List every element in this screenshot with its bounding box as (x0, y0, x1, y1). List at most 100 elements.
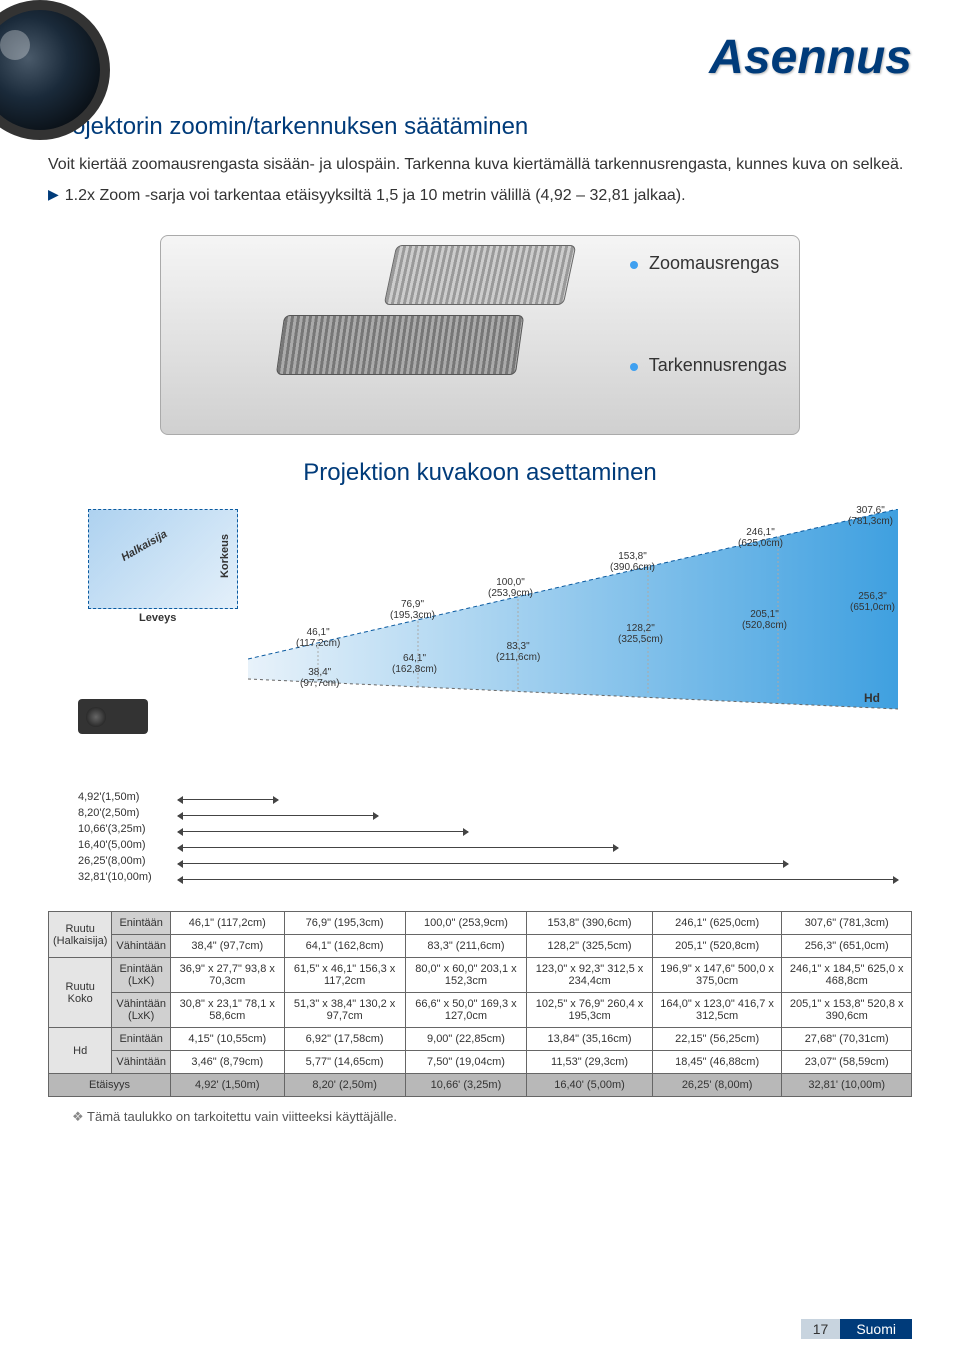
page-title: Asennus (48, 30, 912, 85)
row-group-header: RuutuKoko (49, 958, 112, 1028)
beam-top-0: 46,1"(117,2cm) (296, 627, 340, 649)
table-cell: 246,1" (625,0cm) (652, 912, 782, 935)
language-tab: Suomi (840, 1319, 912, 1339)
table-cell: 9,00" (22,85cm) (405, 1028, 527, 1051)
focus-ring-label: Tarkennusrengas (649, 355, 787, 375)
distance-label: 10,66'(3,25m) (78, 823, 146, 835)
table-row: RuutuKokoEnintään(LxK)36,9" x 27,7" 93,8… (49, 958, 912, 993)
row-sub-header: Enintään(LxK) (112, 958, 171, 993)
table-cell: 3,46" (8,79cm) (170, 1051, 284, 1074)
row-group-header: Hd (49, 1028, 112, 1074)
beam-top-2: 100,0"(253,9cm) (488, 577, 533, 599)
table-cell: 30,8" x 23,1" 78,1 x 58,6cm (170, 993, 284, 1028)
distance-label: 8,20'(2,50m) (78, 807, 139, 819)
table-cell: 102,5" x 76,9" 260,4 x 195,3cm (527, 993, 653, 1028)
distance-row: 32,81'(10,00m) (48, 871, 912, 887)
width-label: Leveys (139, 612, 176, 624)
beam-bot-0: 38,4"(97,7cm) (300, 667, 339, 689)
distance-arrow-line (178, 799, 278, 800)
table-cell: 205,1" (520,8cm) (652, 935, 782, 958)
table-cell: 26,25' (8,00m) (652, 1074, 782, 1097)
table-cell: 51,3" x 38,4" 130,2 x 97,7cm (284, 993, 405, 1028)
distance-arrow-line (178, 847, 618, 848)
note-text: 1.2x Zoom -sarja voi tarkentaa etäisyyks… (65, 184, 686, 207)
table-distance-row: Etäisyys4,92' (1,50m)8,20' (2,50m)10,66'… (49, 1074, 912, 1097)
distance-arrow-line (178, 831, 468, 832)
table-row: HdEnintään4,15" (10,55cm)6,92" (17,58cm)… (49, 1028, 912, 1051)
zoom-ring-callout: Zoomausrengas (630, 253, 779, 274)
table-cell: 5,77" (14,65cm) (284, 1051, 405, 1074)
beam-bot-4: 205,1"(520,8cm) (742, 609, 787, 631)
table-cell: 128,2" (325,5cm) (527, 935, 653, 958)
beam-top-4: 246,1"(625,0cm) (738, 527, 783, 549)
header-lens-graphic (0, 30, 140, 130)
beam-svg (248, 509, 898, 739)
note-arrow-icon: ▶ (48, 186, 59, 203)
distance-row: 8,20'(2,50m) (48, 807, 912, 823)
callout-dot-icon (630, 363, 638, 371)
table-cell: 13,84" (35,16cm) (527, 1028, 653, 1051)
table-cell: 8,20' (2,50m) (284, 1074, 405, 1097)
table-cell: 153,8" (390,6cm) (527, 912, 653, 935)
table-cell: 196,9" x 147,6" 500,0 x 375,0cm (652, 958, 782, 993)
zoom-ring-label: Zoomausrengas (649, 253, 779, 273)
table-cell: 6,92" (17,58cm) (284, 1028, 405, 1051)
distance-row: 4,92'(1,50m) (48, 791, 912, 807)
distance-row: 10,66'(3,25m) (48, 823, 912, 839)
table-cell: 307,6" (781,3cm) (782, 912, 912, 935)
beam-top-1: 76,9"(195,3cm) (390, 599, 435, 621)
distance-arrow-line (178, 815, 378, 816)
focus-ring-callout: Tarkennusrengas (630, 355, 787, 376)
table-cell: 256,3" (651,0cm) (782, 935, 912, 958)
distance-label: 16,40'(5,00m) (78, 839, 146, 851)
table-cell: 38,4" (97,7cm) (170, 935, 284, 958)
distance-lines: 4,92'(1,50m) 8,20'(2,50m) 10,66'(3,25m) 16,… (48, 791, 912, 901)
beam-bot-3: 128,2"(325,5cm) (618, 623, 663, 645)
diag-label: Halkaisija (119, 528, 169, 564)
beam-bot-1: 64,1"(162,8cm) (392, 653, 437, 675)
table-cell: 16,40' (5,00m) (527, 1074, 653, 1097)
zoom-note: ▶ 1.2x Zoom -sarja voi tarkentaa etäisyy… (48, 184, 912, 207)
intro-paragraph: Voit kiertää zoomausrengasta sisään- ja … (48, 153, 912, 176)
table-cell: 246,1" x 184,5" 625,0 x 468,8cm (782, 958, 912, 993)
distance-label: 32,81'(10,00m) (78, 871, 152, 883)
section-subtitle: Projektorin zoomin/tarkennuksen säätämin… (48, 113, 912, 141)
table-row: Vähintään38,4" (97,7cm)64,1" (162,8cm)83… (49, 935, 912, 958)
projection-data-table: Ruutu(Halkaisija)Enintään46,1" (117,2cm)… (48, 911, 912, 1097)
throw-distance-diagram: Halkaisija Korkeus Leveys 46,1"(117,2cm) (48, 499, 912, 779)
table-cell: 10,66' (3,25m) (405, 1074, 527, 1097)
table-cell: 64,1" (162,8cm) (284, 935, 405, 958)
table-cell: 164,0" x 123,0" 416,7 x 312,5cm (652, 993, 782, 1028)
table-cell: 123,0" x 92,3" 312,5 x 234,4cm (527, 958, 653, 993)
zoom-focus-diagram: Zoomausrengas Tarkennusrengas (160, 225, 800, 445)
table-row: Vähintään(LxK)30,8" x 23,1" 78,1 x 58,6c… (49, 993, 912, 1028)
table-cell: 18,45" (46,88cm) (652, 1051, 782, 1074)
height-label: Korkeus (219, 534, 231, 578)
table-row: Vähintään3,46" (8,79cm)5,77" (14,65cm)7,… (49, 1051, 912, 1074)
table-cell: 4,92' (1,50m) (170, 1074, 284, 1097)
table-cell: 22,15" (56,25cm) (652, 1028, 782, 1051)
table-cell: 36,9" x 27,7" 93,8 x 70,3cm (170, 958, 284, 993)
table-cell: 27,68" (70,31cm) (782, 1028, 912, 1051)
distance-label: 4,92'(1,50m) (78, 791, 139, 803)
page-number: 17 (801, 1319, 841, 1339)
callout-dot-icon (630, 261, 638, 269)
table-cell: 100,0" (253,9cm) (405, 912, 527, 935)
projection-size-heading: Projektion kuvakoon asettaminen (48, 459, 912, 487)
hd-label: Hd (864, 691, 880, 705)
table-cell: 61,5" x 46,1" 156,3 x 117,2cm (284, 958, 405, 993)
table-cell: 83,3" (211,6cm) (405, 935, 527, 958)
distance-arrow-line (178, 863, 788, 864)
table-cell: 11,53" (29,3cm) (527, 1051, 653, 1074)
distance-row-header: Etäisyys (49, 1074, 171, 1097)
table-row: Ruutu(Halkaisija)Enintään46,1" (117,2cm)… (49, 912, 912, 935)
table-cell: 80,0" x 60,0" 203,1 x 152,3cm (405, 958, 527, 993)
row-sub-header: Enintään (112, 912, 171, 935)
row-sub-header: Vähintään(LxK) (112, 993, 171, 1028)
beam-bot-5: 256,3"(651,0cm) (850, 591, 895, 613)
table-cell: 4,15" (10,55cm) (170, 1028, 284, 1051)
row-sub-header: Enintään (112, 1028, 171, 1051)
table-cell: 66,6" x 50,0" 169,3 x 127,0cm (405, 993, 527, 1028)
table-cell: 23,07" (58,59cm) (782, 1051, 912, 1074)
distance-row: 16,40'(5,00m) (48, 839, 912, 855)
